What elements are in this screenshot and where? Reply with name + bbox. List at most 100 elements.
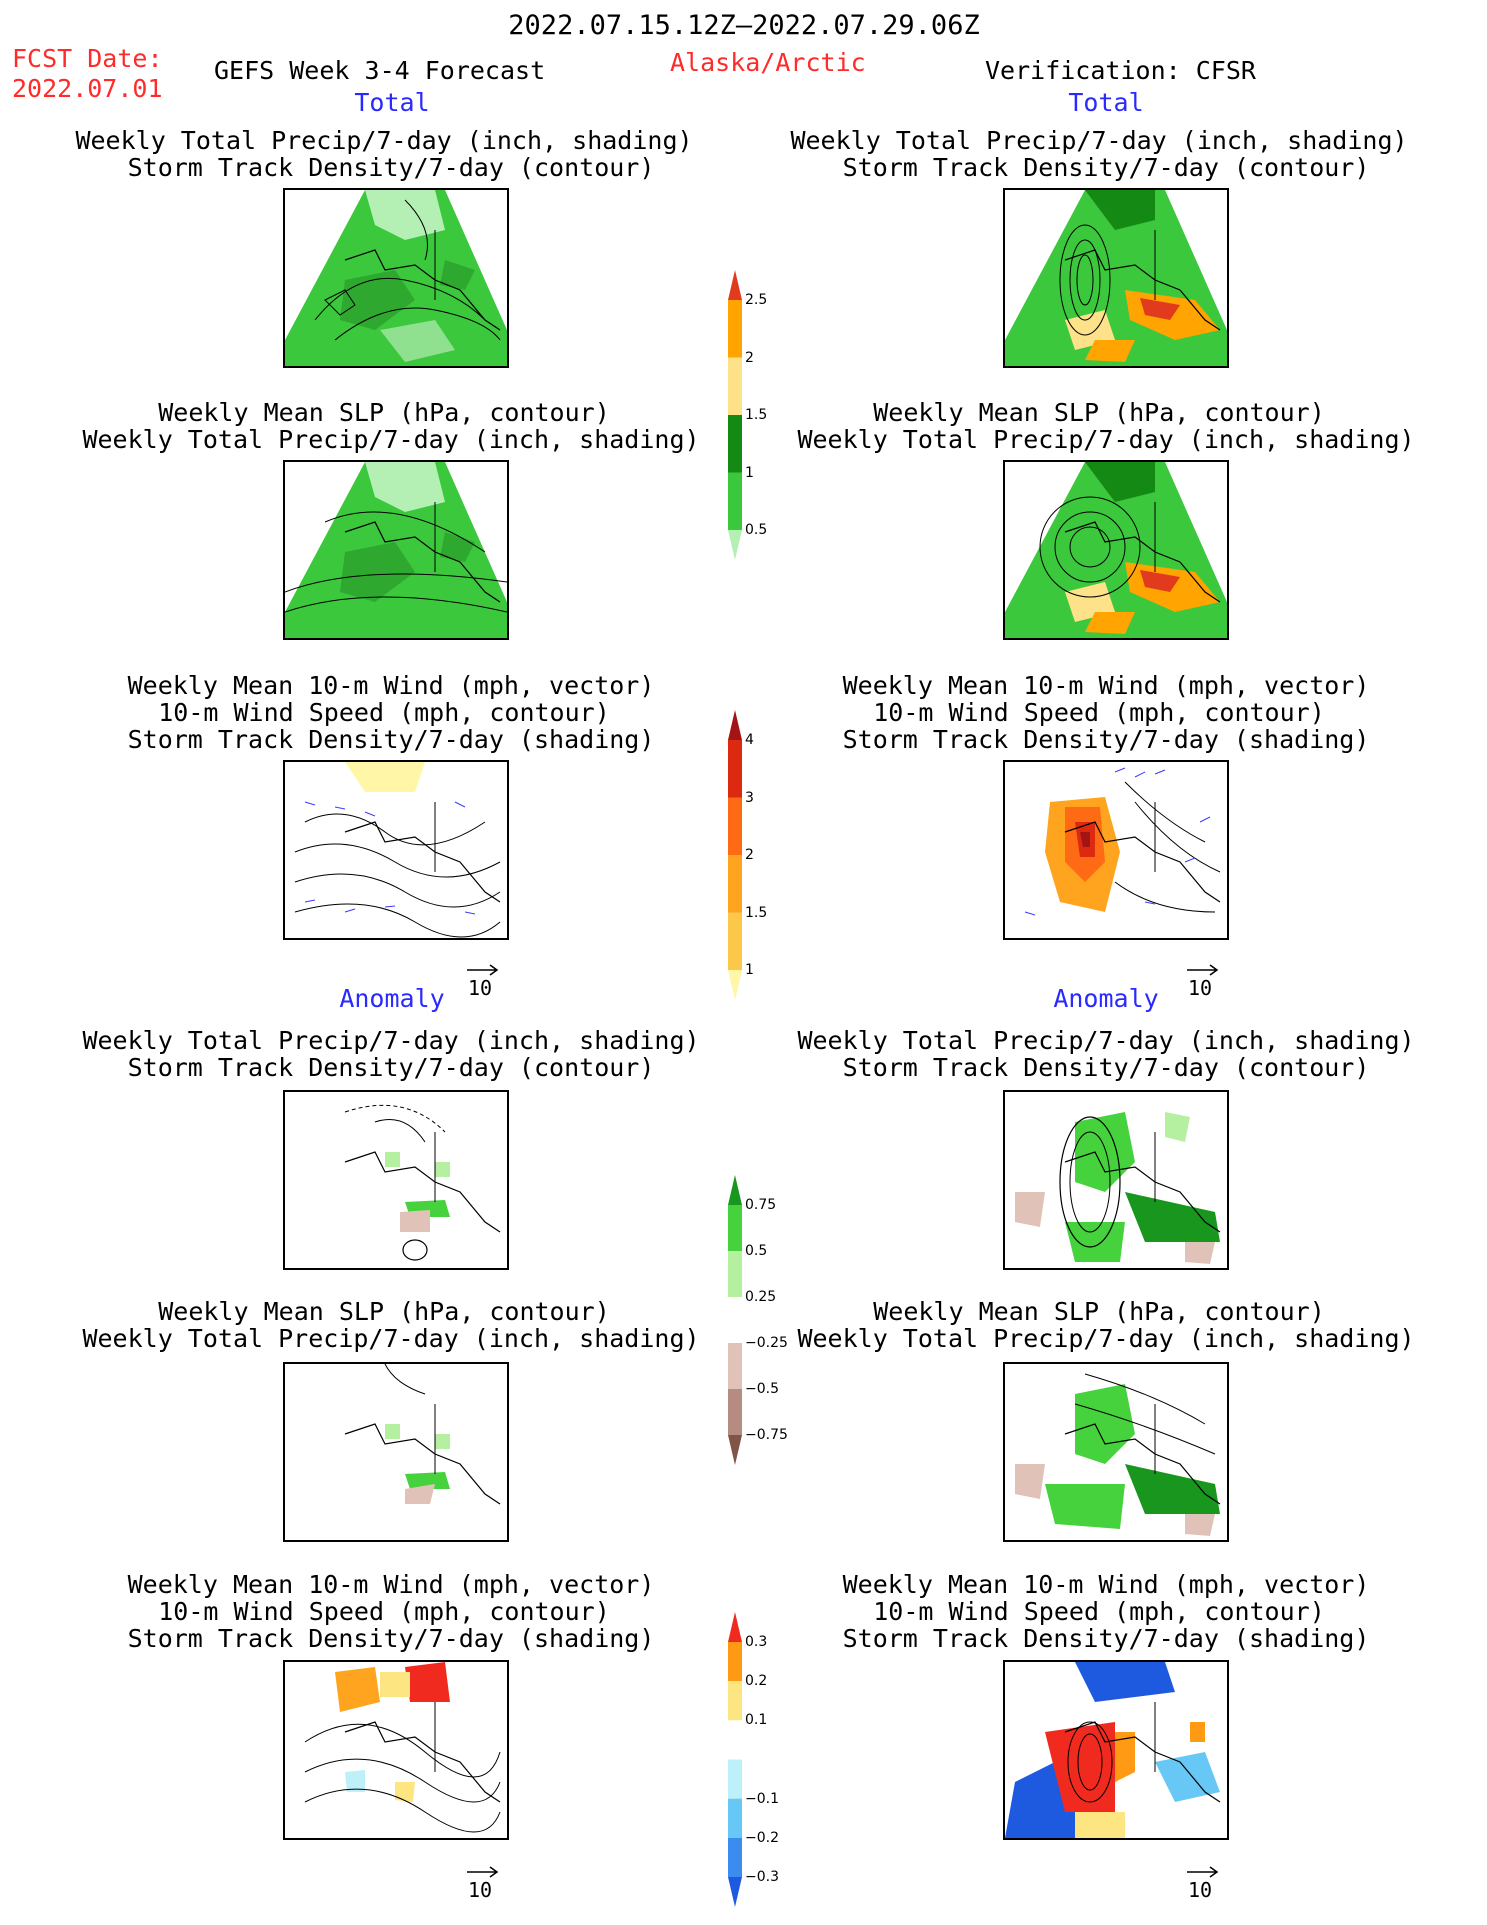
colorbar-tick-label: −0.75 — [745, 1427, 788, 1443]
map-total-precip-verification — [1003, 188, 1229, 368]
colorbar-tick-label: 1.5 — [745, 904, 768, 921]
colorbar-tick-label: 0.5 — [745, 1243, 768, 1259]
colorbar-graphic — [728, 1612, 742, 1907]
panel-title: Storm Track Density/7-day (contour) — [842, 1053, 1370, 1082]
colorbar-segment — [728, 1435, 742, 1465]
colorbar-tick-label: 0.2 — [745, 1673, 768, 1690]
panel-title: Weekly Mean SLP (hPa, contour) — [873, 398, 1325, 427]
colorbar-segment — [728, 1297, 742, 1343]
map-slp-precip-verification — [1003, 460, 1229, 640]
colorbar-tick-label: 3 — [745, 789, 754, 806]
arrow-right-icon — [467, 1866, 499, 1878]
vector-reference: 10 — [1186, 1864, 1219, 1902]
colorbar-tick-label: 1 — [745, 962, 754, 978]
panel-title: Weekly Total Precip/7-day (inch, shading… — [75, 126, 693, 155]
vector-reference-label: 10 — [1188, 1878, 1213, 1902]
colorbar-total-storm-density: 4 3 2 1.5 1 — [720, 710, 820, 1000]
colorbar-tick-label: −0.2 — [745, 1829, 779, 1846]
panel-title: Weekly Mean 10-m Wind (mph, vector) — [127, 1570, 655, 1599]
colorbar-graphic — [728, 270, 742, 560]
colorbar-segment — [728, 270, 742, 300]
vector-reference: 10 — [466, 962, 499, 1000]
colorbar-segment — [728, 300, 742, 358]
map-anom-wind-storm-forecast — [283, 1660, 509, 1840]
panel-title: Storm Track Density/7-day (shading) — [127, 1624, 655, 1653]
colorbar-graphic — [728, 1175, 742, 1465]
colorbar-segment — [728, 1720, 742, 1760]
colorbar-tick-label: 2 — [745, 847, 754, 863]
vector-reference-label: 10 — [468, 976, 493, 1000]
colorbar-segment — [728, 415, 742, 473]
colorbar-tick-label: 0.5 — [745, 522, 768, 538]
panel-title: Weekly Mean SLP (hPa, contour) — [873, 1297, 1325, 1326]
colorbar-segment — [728, 357, 742, 415]
colorbar-segment — [728, 1642, 742, 1682]
map-anom-slp-precip-verification — [1003, 1362, 1229, 1542]
colorbar-tick-label: 4 — [745, 732, 754, 748]
arrow-right-icon — [1187, 964, 1219, 976]
panel-title: Weekly Mean SLP (hPa, contour) — [158, 398, 610, 427]
vector-reference-label: 10 — [468, 1878, 493, 1902]
section-anomaly-right: Anomaly — [1053, 984, 1159, 1013]
colorbar-segment — [728, 855, 742, 913]
colorbar-tick-label: −0.5 — [745, 1381, 779, 1397]
colorbar-segment — [728, 797, 742, 855]
map-anom-wind-storm-verification — [1003, 1660, 1229, 1840]
arrow-right-icon — [1187, 1866, 1219, 1878]
colorbar-anomaly-precip: 0.75 0.5 0.25 −0.25 −0.5 −0.75 — [720, 1175, 820, 1465]
panel-title: Weekly Total Precip/7-day (inch, shading… — [82, 1026, 700, 1055]
vector-reference: 10 — [466, 1864, 499, 1902]
panel-title: Storm Track Density/7-day (shading) — [842, 725, 1370, 754]
colorbar-tick-label: −0.25 — [745, 1335, 788, 1351]
panel-title: Weekly Total Precip/7-day (inch, shading… — [790, 126, 1408, 155]
colorbar-tick-label: −0.3 — [745, 1869, 779, 1885]
panel-title: 10-m Wind Speed (mph, contour) — [873, 698, 1325, 727]
colorbar-segment — [728, 1343, 742, 1389]
panel-title: Weekly Total Precip/7-day (inch, shading… — [797, 1324, 1415, 1353]
vector-reference: 10 — [1186, 962, 1219, 1000]
colorbar-tick-label: 1 — [745, 464, 754, 481]
map-slp-precip-forecast — [283, 460, 509, 640]
region-label: Alaska/Arctic — [670, 48, 866, 77]
colorbar-segment — [728, 1389, 742, 1435]
map-wind-storm-forecast — [283, 760, 509, 940]
verification-label: Verification: CFSR — [985, 56, 1256, 85]
panel-title: Storm Track Density/7-day (shading) — [842, 1624, 1370, 1653]
section-total-left: Total — [354, 88, 430, 117]
map-anom-slp-precip-forecast — [283, 1362, 509, 1542]
panel-title: Weekly Total Precip/7-day (inch, shading… — [797, 425, 1415, 454]
colorbar-segment — [728, 970, 742, 1000]
panel-title: Weekly Total Precip/7-day (inch, shading… — [82, 1324, 700, 1353]
colorbar-segment — [728, 1251, 742, 1297]
map-anom-precip-verification — [1003, 1090, 1229, 1270]
forecast-name: GEFS Week 3-4 Forecast — [214, 56, 546, 85]
panel-title: Storm Track Density/7-day (contour) — [127, 1053, 655, 1082]
colorbar-tick-label: 2 — [745, 349, 754, 366]
colorbar-tick-label: −0.1 — [745, 1790, 779, 1807]
panel-title: Weekly Mean 10-m Wind (mph, vector) — [842, 1570, 1370, 1599]
colorbar-segment — [728, 1681, 742, 1721]
panel-title: Storm Track Density/7-day (shading) — [127, 725, 655, 754]
colorbar-tick-label: 2.5 — [745, 292, 768, 308]
colorbar-segment — [728, 1175, 742, 1205]
colorbar-segment — [728, 912, 742, 970]
colorbar-segment — [728, 1759, 742, 1799]
colorbar-segment — [728, 1877, 742, 1907]
fcst-date-label: FCST Date: — [12, 44, 163, 73]
colorbar-segment — [728, 472, 742, 530]
fcst-date-value: 2022.07.01 — [12, 74, 163, 103]
arrow-right-icon — [467, 964, 499, 976]
colorbar-total-precip: 2.5 2 1.5 1 0.5 — [720, 270, 820, 560]
map-anom-precip-forecast — [283, 1090, 509, 1270]
panel-title: Weekly Mean 10-m Wind (mph, vector) — [842, 671, 1370, 700]
panel-title: Weekly Mean SLP (hPa, contour) — [158, 1297, 610, 1326]
panel-title: Weekly Mean 10-m Wind (mph, vector) — [127, 671, 655, 700]
colorbar-segment — [728, 530, 742, 560]
panel-title: Weekly Total Precip/7-day (inch, shading… — [797, 1026, 1415, 1055]
colorbar-segment — [728, 710, 742, 740]
colorbar-segment — [728, 1837, 742, 1877]
colorbar-graphic — [728, 710, 742, 1000]
colorbar-anomaly-storm-density: 0.3 0.2 0.1 −0.1 −0.2 −0.3 — [720, 1612, 820, 1907]
panel-title: Storm Track Density/7-day (contour) — [127, 153, 655, 182]
colorbar-segment — [728, 1205, 742, 1251]
